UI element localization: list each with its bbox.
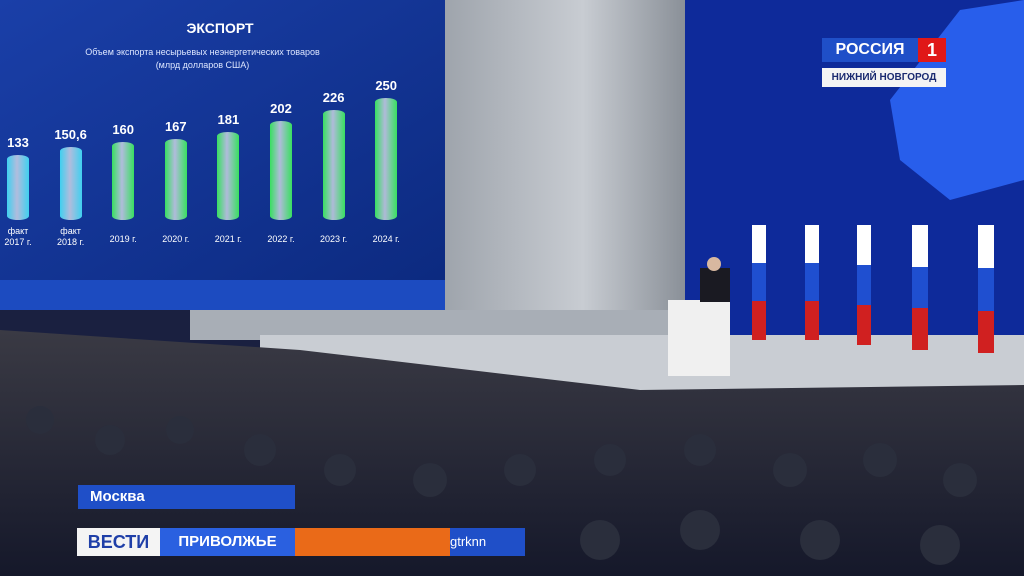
- bar: [59, 146, 82, 220]
- bar: [164, 138, 187, 220]
- bar: [7, 155, 29, 220]
- chart: 133 факт 2017 г. 150,6 факт 2018 г. 160 2019 …: [0, 0, 445, 280]
- bar: [217, 131, 240, 220]
- x-tick-label: 2024 г.: [372, 234, 400, 244]
- value-label: 202: [270, 101, 292, 117]
- x-tick-label: 2021 г.: [214, 234, 242, 244]
- region-label: НИЖНИЙ НОВГОРОД: [822, 68, 946, 87]
- handle: gtrknn: [450, 528, 525, 556]
- channel-number: 1: [918, 38, 946, 62]
- value-label: 150,6: [54, 126, 87, 142]
- program-region: ПРИВОЛЖЬЕ: [160, 528, 295, 556]
- value-label: 160: [112, 121, 135, 137]
- bar: [322, 109, 345, 220]
- value-label: 226: [322, 89, 345, 105]
- channel-logo: РОССИЯ: [822, 38, 918, 62]
- x-tick-label: 2023 г.: [319, 234, 348, 244]
- chart-title: ЭКСПОРТ: [186, 20, 254, 36]
- x-tick-label: 2022 г.: [267, 234, 295, 244]
- x-tick-label: факт 2018 г.: [56, 226, 85, 247]
- value-label: 181: [217, 111, 240, 127]
- bar: [375, 98, 398, 220]
- bar: [112, 141, 135, 220]
- x-tick-label: факт 2017 г.: [4, 226, 32, 247]
- orange-strip: [295, 528, 450, 556]
- location-label: Москва: [78, 485, 295, 509]
- value-label: 167: [164, 118, 187, 134]
- program-logo: ВЕСТИ: [77, 528, 160, 556]
- x-tick-label: 2020 г.: [162, 234, 190, 244]
- x-tick-label: 2019 г.: [109, 234, 137, 244]
- value-label: 133: [7, 135, 29, 151]
- chart-subtitle: Объем экспорта несырьевых неэнергетическ…: [85, 47, 320, 70]
- value-label: 250: [375, 78, 398, 93]
- bar: [270, 121, 292, 220]
